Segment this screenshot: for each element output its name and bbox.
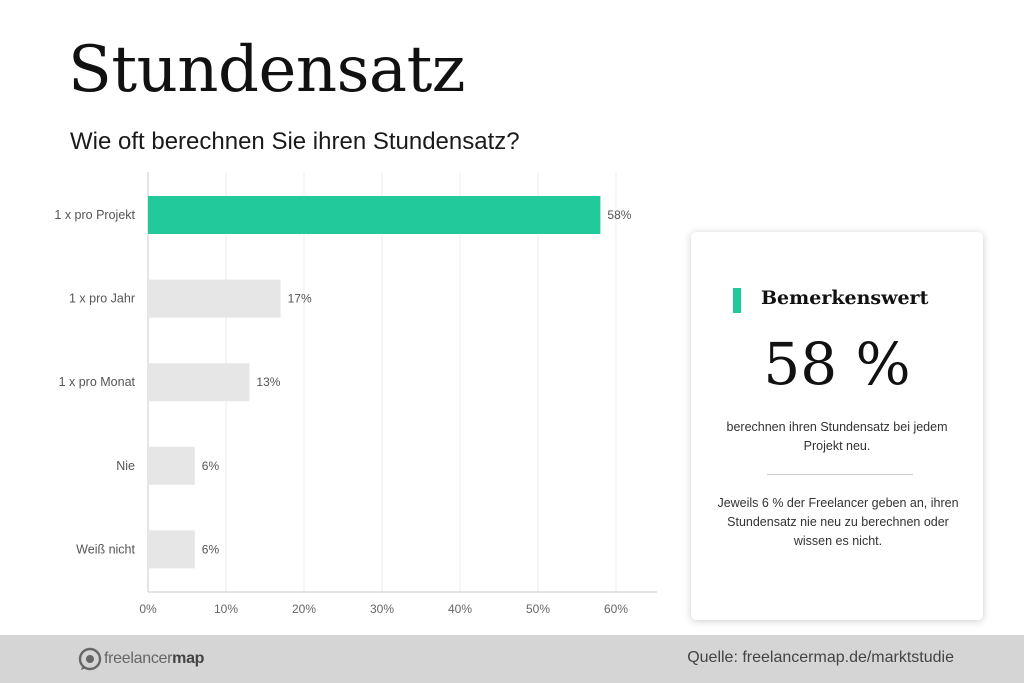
logo-wordmark: freelancermap xyxy=(104,650,205,667)
x-tick-label: 20% xyxy=(292,602,316,616)
x-tick-label: 10% xyxy=(214,602,238,616)
data-label: 13% xyxy=(256,375,280,389)
category-label: 1 x pro Monat xyxy=(59,375,136,389)
x-tick-label: 30% xyxy=(370,602,394,616)
chart-question: Wie oft berechnen Sie ihren Stundensatz? xyxy=(70,128,520,155)
bar xyxy=(148,196,601,234)
data-label: 58% xyxy=(607,208,631,222)
card-title: Bemerkenswert xyxy=(761,287,929,309)
accent-marker xyxy=(733,288,741,313)
x-tick-label: 0% xyxy=(139,602,157,616)
x-tick-label: 60% xyxy=(604,602,628,616)
card-note: Jeweils 6 % der Freelancer geben an, ihr… xyxy=(717,496,959,548)
data-label: 6% xyxy=(202,542,220,556)
category-label: Weiß nicht xyxy=(76,542,135,556)
highlight-value: 58 % xyxy=(763,330,911,398)
category-label: Nie xyxy=(116,459,135,473)
x-tick-label: 40% xyxy=(448,602,472,616)
bar xyxy=(148,279,281,318)
category-label: 1 x pro Jahr xyxy=(69,292,135,306)
bar xyxy=(148,363,250,402)
bar-chart: 0% 10% 20% 30% 40% 50% 60% 1 x pro Projekt 58% 1 … xyxy=(54,172,657,616)
footer: freelancermap Quelle: freelancermap.de/m… xyxy=(0,635,1024,683)
data-label: 6% xyxy=(202,459,220,473)
page-title: Stundensatz xyxy=(68,33,466,107)
chat-bubble-icon xyxy=(78,647,102,671)
data-label: 17% xyxy=(288,292,312,306)
category-label: 1 x pro Projekt xyxy=(54,208,135,222)
source-link[interactable]: Quelle: freelancermap.de/marktstudie xyxy=(687,649,954,666)
highlight-card: Bemerkenswert 58 % berechnen ihren Stund… xyxy=(691,232,983,620)
x-tick-label: 50% xyxy=(526,602,550,616)
divider xyxy=(767,474,913,475)
bar xyxy=(148,530,195,569)
highlight-description: berechnen ihren Stundensatz bei jedem Pr… xyxy=(726,420,948,453)
bar xyxy=(148,446,195,485)
